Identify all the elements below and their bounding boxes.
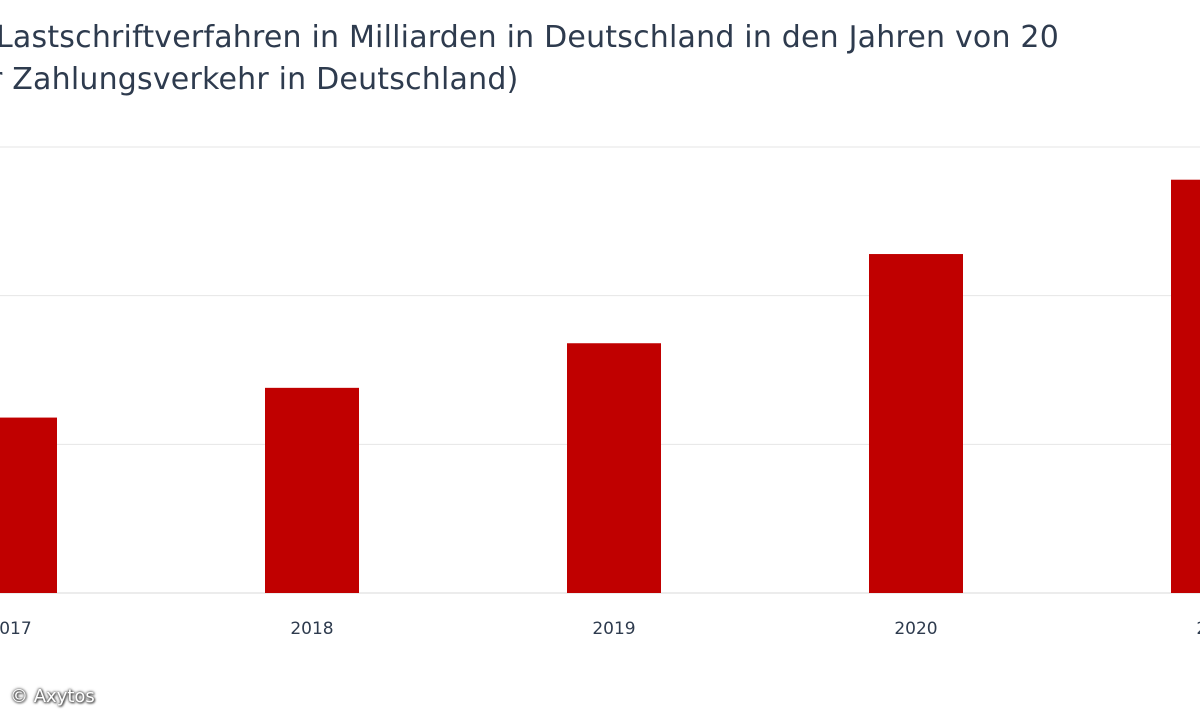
chart-subtitle: r Zahlungsverkehr in Deutschland): [0, 62, 519, 97]
bar-2017: [0, 417, 57, 593]
x-tick-label-2018: 2018: [290, 619, 333, 639]
bar-2018: [265, 387, 359, 593]
x-tick-label-2017: 2017: [0, 619, 32, 639]
copyright-notice: © Axytos: [10, 686, 95, 707]
bar-2019: [567, 343, 661, 593]
bar-2020: [869, 254, 963, 594]
x-tick-label-2020: 2020: [894, 619, 937, 639]
x-tick-label-2021: 2021: [1196, 619, 1200, 639]
x-tick-label-2019: 2019: [592, 619, 635, 639]
bar-2021: [1171, 179, 1200, 593]
chart-title: Lastschriftverfahren in Milliarden in De…: [0, 20, 1059, 55]
